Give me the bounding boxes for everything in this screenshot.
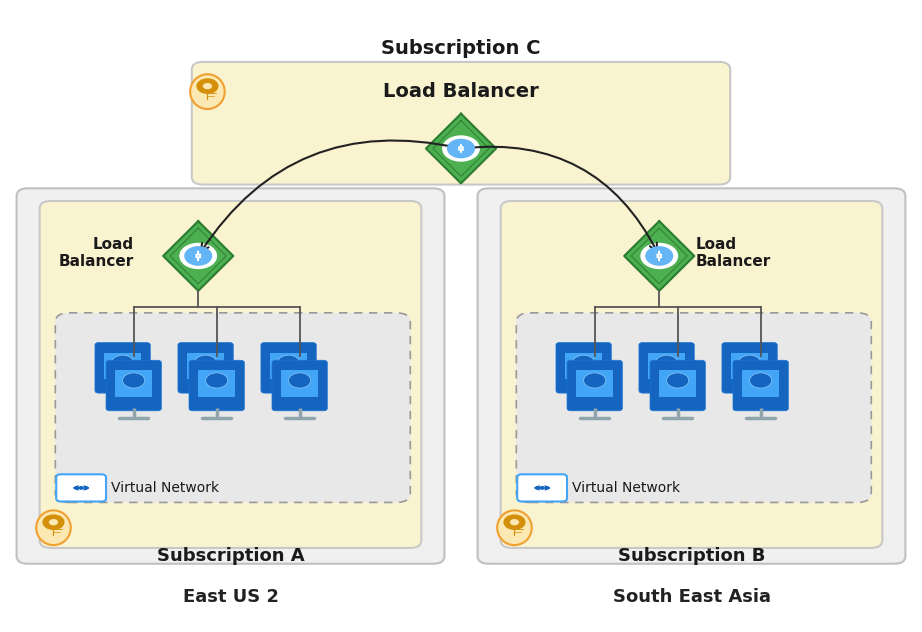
Circle shape (667, 373, 689, 388)
Circle shape (79, 487, 83, 489)
FancyBboxPatch shape (270, 353, 307, 379)
Circle shape (185, 247, 211, 265)
Text: Subscription B: Subscription B (618, 547, 765, 564)
FancyBboxPatch shape (17, 188, 444, 564)
Text: Load
Balancer: Load Balancer (58, 236, 134, 269)
FancyBboxPatch shape (178, 343, 233, 393)
FancyBboxPatch shape (261, 343, 316, 393)
Text: Load Balancer: Load Balancer (384, 82, 538, 101)
FancyBboxPatch shape (567, 360, 622, 411)
Circle shape (203, 83, 212, 89)
FancyBboxPatch shape (650, 360, 705, 411)
FancyBboxPatch shape (104, 353, 141, 379)
FancyBboxPatch shape (742, 370, 779, 397)
Circle shape (123, 373, 145, 388)
FancyBboxPatch shape (478, 188, 905, 564)
FancyBboxPatch shape (187, 353, 224, 379)
FancyBboxPatch shape (55, 313, 410, 502)
Circle shape (112, 355, 134, 370)
Circle shape (49, 519, 58, 525)
Ellipse shape (36, 511, 71, 545)
Text: Virtual Network: Virtual Network (111, 481, 219, 495)
FancyBboxPatch shape (272, 360, 327, 411)
FancyBboxPatch shape (722, 343, 777, 393)
FancyBboxPatch shape (517, 474, 567, 502)
FancyBboxPatch shape (56, 474, 106, 502)
Circle shape (504, 515, 525, 529)
Circle shape (195, 355, 217, 370)
FancyBboxPatch shape (198, 370, 235, 397)
FancyBboxPatch shape (516, 313, 871, 502)
FancyBboxPatch shape (733, 360, 788, 411)
FancyArrowPatch shape (464, 147, 656, 252)
Circle shape (573, 355, 595, 370)
Ellipse shape (190, 75, 225, 109)
Circle shape (43, 515, 64, 529)
Text: East US 2: East US 2 (183, 588, 278, 605)
Polygon shape (163, 221, 233, 291)
FancyBboxPatch shape (565, 353, 602, 379)
Circle shape (646, 247, 672, 265)
Text: Subscription A: Subscription A (157, 547, 304, 564)
FancyBboxPatch shape (281, 370, 318, 397)
Circle shape (443, 136, 479, 161)
Circle shape (656, 355, 678, 370)
Circle shape (448, 140, 474, 157)
Text: South East Asia: South East Asia (612, 588, 771, 605)
Circle shape (84, 487, 88, 489)
Polygon shape (426, 114, 496, 183)
Circle shape (289, 373, 311, 388)
FancyBboxPatch shape (648, 353, 685, 379)
Circle shape (510, 519, 519, 525)
FancyBboxPatch shape (576, 370, 613, 397)
Circle shape (180, 243, 217, 269)
Text: Load
Balancer: Load Balancer (696, 236, 772, 269)
Circle shape (540, 487, 544, 489)
Circle shape (545, 487, 549, 489)
FancyBboxPatch shape (106, 360, 161, 411)
FancyBboxPatch shape (659, 370, 696, 397)
FancyBboxPatch shape (731, 353, 768, 379)
FancyBboxPatch shape (115, 370, 152, 397)
Circle shape (739, 355, 761, 370)
Text: Virtual Network: Virtual Network (572, 481, 680, 495)
Circle shape (75, 487, 78, 489)
Circle shape (278, 355, 300, 370)
Circle shape (750, 373, 772, 388)
FancyBboxPatch shape (639, 343, 694, 393)
Circle shape (584, 373, 606, 388)
Circle shape (641, 243, 678, 269)
FancyBboxPatch shape (501, 201, 882, 548)
Ellipse shape (497, 511, 532, 545)
Circle shape (536, 487, 539, 489)
FancyBboxPatch shape (556, 343, 611, 393)
FancyBboxPatch shape (40, 201, 421, 548)
Circle shape (197, 79, 218, 94)
FancyBboxPatch shape (189, 360, 244, 411)
FancyArrowPatch shape (201, 140, 458, 252)
Text: Subscription C: Subscription C (382, 39, 540, 58)
Polygon shape (624, 221, 694, 291)
FancyBboxPatch shape (95, 343, 150, 393)
Circle shape (206, 373, 228, 388)
FancyBboxPatch shape (192, 62, 730, 185)
